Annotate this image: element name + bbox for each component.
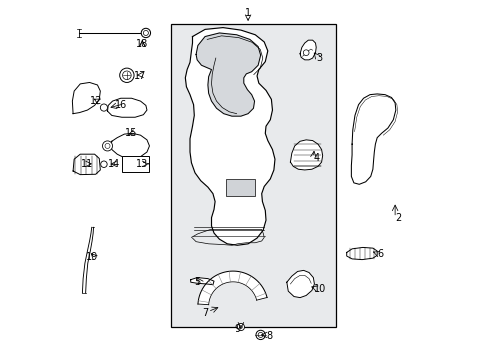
Bar	[225, 179, 255, 196]
Text: 18: 18	[136, 39, 148, 49]
Circle shape	[102, 141, 112, 151]
Text: 2: 2	[395, 213, 401, 222]
Circle shape	[237, 323, 244, 330]
Text: 17: 17	[134, 71, 146, 81]
Circle shape	[239, 325, 242, 328]
Text: 13: 13	[136, 159, 148, 169]
Circle shape	[101, 161, 107, 167]
Bar	[122, 156, 148, 172]
Circle shape	[120, 68, 134, 82]
Polygon shape	[346, 247, 376, 260]
Text: 12: 12	[89, 96, 102, 106]
Circle shape	[258, 332, 263, 337]
Polygon shape	[198, 271, 266, 305]
Text: 7: 7	[202, 308, 208, 318]
Polygon shape	[185, 28, 274, 245]
Polygon shape	[111, 134, 149, 158]
Polygon shape	[107, 98, 147, 117]
Text: 15: 15	[125, 129, 138, 138]
Polygon shape	[286, 270, 314, 298]
Text: 16: 16	[114, 100, 127, 110]
Text: 9: 9	[234, 324, 240, 334]
Text: 6: 6	[377, 248, 383, 258]
Text: 10: 10	[313, 284, 325, 294]
Circle shape	[100, 104, 107, 111]
Polygon shape	[72, 82, 100, 114]
Polygon shape	[190, 278, 214, 285]
Circle shape	[105, 143, 110, 148]
Circle shape	[143, 31, 148, 36]
Text: 8: 8	[266, 331, 272, 341]
Bar	[171, 24, 335, 327]
Circle shape	[122, 71, 131, 80]
Text: 14: 14	[107, 159, 120, 169]
Text: 11: 11	[81, 159, 93, 169]
Text: 5: 5	[194, 277, 200, 287]
Polygon shape	[351, 94, 395, 184]
Circle shape	[141, 28, 150, 38]
Polygon shape	[300, 40, 316, 60]
Circle shape	[303, 50, 308, 55]
Text: 1: 1	[244, 8, 251, 18]
Circle shape	[255, 330, 265, 339]
Polygon shape	[290, 140, 322, 170]
Text: 3: 3	[316, 53, 322, 63]
Text: 4: 4	[312, 153, 319, 163]
Polygon shape	[196, 33, 260, 116]
Polygon shape	[73, 154, 100, 175]
Text: 19: 19	[86, 252, 98, 262]
